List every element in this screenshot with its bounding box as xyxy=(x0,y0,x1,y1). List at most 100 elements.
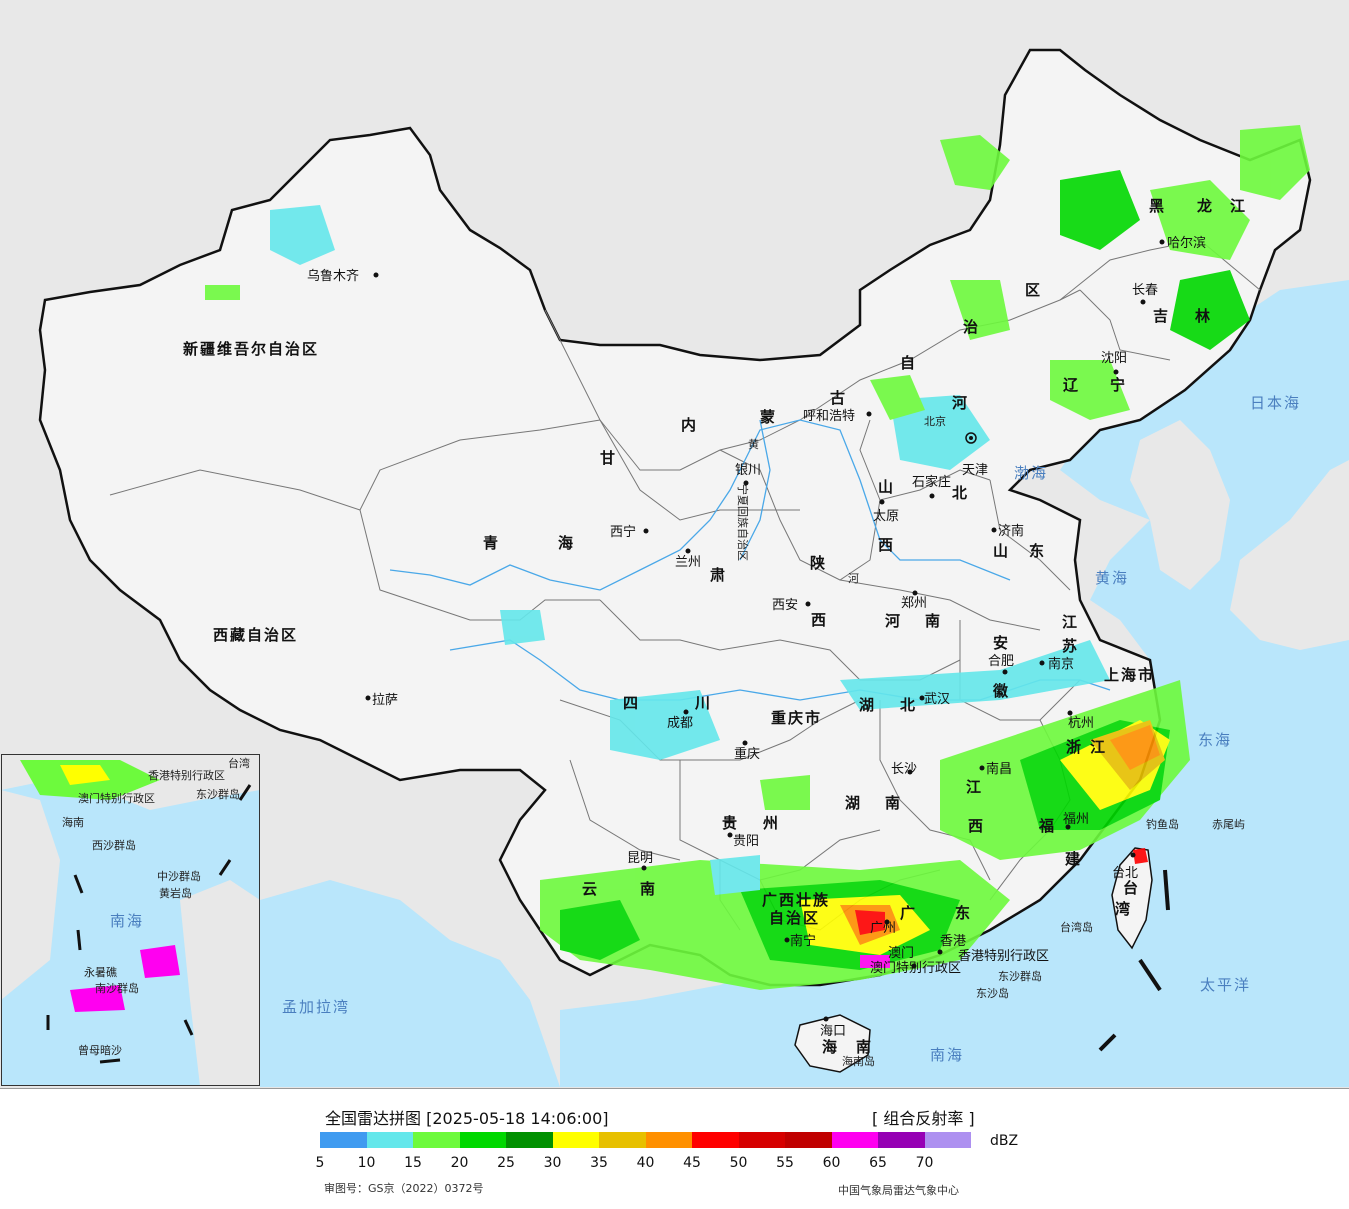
color-swatch-60 xyxy=(831,1132,878,1148)
inset-label-zengmu: 曾母暗沙 xyxy=(78,1043,122,1057)
sea-labels: 渤海 黄海 东海 南海 太平洋 日本海 孟加拉湾 xyxy=(282,394,1299,1064)
province-label-yunnan-1: 云 xyxy=(582,880,599,898)
city-label-chengdu: 成都 xyxy=(667,716,693,731)
city-label-shenyang: 沈阳 xyxy=(1101,351,1127,366)
province-label-jilin-2: 林 xyxy=(1195,307,1212,325)
province-label-hunan-2: 南 xyxy=(885,794,902,812)
city-label-guangzhou: 广州 xyxy=(870,921,896,936)
sea-label-bohai: 渤海 xyxy=(1014,464,1048,482)
land-japan xyxy=(1230,460,1349,650)
province-label-guangdong-2: 东 xyxy=(955,904,972,922)
inset-label-mo: 澳门特别行政区 xyxy=(78,791,155,805)
radar-map[interactable]: 渤海 黄海 东海 南海 太平洋 日本海 孟加拉湾 新疆维吾尔自治区 西藏自治区 … xyxy=(0,0,1349,1087)
land-taiwan xyxy=(1111,847,1153,950)
province-label-heilongjiang-3: 江 xyxy=(1230,197,1247,215)
scale-label-10: 10 xyxy=(357,1155,376,1171)
scale-label-20: 20 xyxy=(450,1155,469,1171)
south-china-sea-inset xyxy=(1,754,260,1086)
island-label-taiwandao: 台湾岛 xyxy=(1060,920,1093,934)
color-swatch-45 xyxy=(692,1132,739,1148)
province-label-guizhou-1: 贵 xyxy=(722,814,739,832)
province-label-macao: 澳门特别行政区 xyxy=(870,960,961,976)
city-label-hefei: 合肥 xyxy=(988,654,1014,669)
province-label-chongqing: 重庆市 xyxy=(771,709,822,727)
inset-labels: 海南 东沙群岛 西沙群岛 中沙群岛 黄岩岛 南海 南沙群岛 永暑礁 曾母暗沙 台… xyxy=(62,756,250,1057)
color-swatch-40 xyxy=(645,1132,692,1148)
island-label-dongshaqundao: 东沙群岛 xyxy=(998,969,1042,983)
province-label-hubei-2: 北 xyxy=(900,696,917,714)
city-label-hangzhou: 杭州 xyxy=(1068,716,1094,731)
province-label-neimeng-5: 治 xyxy=(963,318,980,336)
province-label-sichuan-1: 四 xyxy=(623,694,640,712)
color-swatch-25 xyxy=(506,1132,553,1148)
ocean-japan-sea xyxy=(1220,290,1349,450)
province-label-neimeng-2: 蒙 xyxy=(760,408,777,426)
city-label-yinchuan: 银川 xyxy=(735,463,761,478)
province-label-gansu-1: 甘 xyxy=(600,449,617,467)
province-label-hebei-2: 北 xyxy=(952,484,969,502)
province-label-fujian-2: 建 xyxy=(1065,850,1082,868)
inset-label-huangyan: 黄岩岛 xyxy=(159,886,192,900)
sea-label-taipingyang: 太平洋 xyxy=(1200,976,1251,994)
scale-label-45: 45 xyxy=(683,1155,701,1171)
province-label-shandong-2: 东 xyxy=(1029,542,1046,560)
province-label-shanghai: 上海市 xyxy=(1104,666,1155,684)
province-label-anhui-2: 徽 xyxy=(992,682,1010,700)
city-label-huhehaote: 呼和浩特 xyxy=(803,409,855,424)
city-label-zhengzhou: 郑州 xyxy=(901,596,927,611)
province-label-guangxi-2: 自治区 xyxy=(769,909,820,927)
province-label-tianjin: 天津 xyxy=(962,463,988,478)
city-label-kunming: 昆明 xyxy=(627,851,653,866)
city-label-shijiazhuang: 石家庄 xyxy=(912,474,951,490)
province-label-xinjiang: 新疆维吾尔自治区 xyxy=(183,340,319,358)
province-label-gansu-2: 肃 xyxy=(710,566,727,584)
province-label-neimeng-1: 内 xyxy=(681,416,698,434)
land-hainan xyxy=(794,1014,871,1073)
city-label-fuzhou: 福州 xyxy=(1063,812,1089,827)
island-label-chiweiyu: 赤尾屿 xyxy=(1212,818,1245,831)
city-label-lanzhou: 兰州 xyxy=(675,555,701,570)
city-label-jinan: 济南 xyxy=(998,523,1024,539)
province-label-shaanxi-2: 西 xyxy=(811,611,828,629)
color-swatch-70 xyxy=(924,1132,971,1148)
province-label-henan-2: 南 xyxy=(925,612,942,630)
province-label-hebei-1: 河 xyxy=(952,394,969,412)
legend-product: [ 组合反射率 ] xyxy=(872,1109,975,1128)
color-swatch-30 xyxy=(552,1132,599,1148)
city-markers xyxy=(365,239,1165,1022)
city-label-lasa: 拉萨 xyxy=(372,693,398,708)
province-label-xizang: 西藏自治区 xyxy=(213,626,298,644)
province-label-jiangsu-2: 苏 xyxy=(1062,637,1079,655)
legend-title: 全国雷达拼图 [2025-05-18 14:06:00] xyxy=(325,1109,609,1128)
inset-label-hk: 香港特别行政区 xyxy=(148,768,225,782)
scale-label-65: 65 xyxy=(869,1155,887,1171)
city-label-xining: 西宁 xyxy=(610,524,636,540)
province-label-zhejiang-2: 江 xyxy=(1090,738,1107,756)
province-label-taiwan-1: 台 xyxy=(1123,879,1140,897)
city-label-haikou: 海口 xyxy=(820,1024,846,1039)
sea-label-nanhai: 南海 xyxy=(930,1046,964,1064)
inset-label-yongshu: 永暑礁 xyxy=(84,965,117,979)
city-label-nanning: 南宁 xyxy=(790,933,816,949)
island-labels: 钓鱼岛 赤尾屿 台湾岛 东沙群岛 东沙岛 海南岛 xyxy=(842,817,1245,1068)
land-korea xyxy=(1130,420,1230,590)
inset-label-hainan: 海南 xyxy=(62,815,84,829)
color-swatch-15 xyxy=(413,1132,460,1148)
province-label-guizhou-2: 州 xyxy=(762,814,780,832)
province-label-jilin-1: 吉 xyxy=(1153,307,1170,325)
inset-label-zhongsha: 中沙群岛 xyxy=(157,869,201,883)
province-label-anhui-1: 安 xyxy=(993,634,1010,652)
city-label-taibei: 台北 xyxy=(1112,866,1138,881)
radar-echoes xyxy=(205,125,1310,990)
city-labels: 乌鲁木齐 拉萨 西宁 兰州 银川 呼和浩特 哈尔滨 长春 沈阳 石家庄 太原 济… xyxy=(307,235,1206,1039)
island-label-diaoyudao: 钓鱼岛 xyxy=(1146,817,1179,831)
city-label-haerbin: 哈尔滨 xyxy=(1167,235,1206,251)
province-label-hainan-1: 海 xyxy=(822,1038,839,1056)
map-approval-number: 审图号：GS京（2022）0372号 xyxy=(324,1182,484,1195)
dashed-boundary xyxy=(1098,869,1170,1052)
scale-label-15: 15 xyxy=(404,1155,422,1171)
color-swatch-5 xyxy=(320,1132,367,1148)
scale-label-50: 50 xyxy=(729,1155,748,1171)
province-label-hongkong: 香港特别行政区 xyxy=(958,949,1049,964)
city-label-guiyang: 贵阳 xyxy=(733,834,759,849)
